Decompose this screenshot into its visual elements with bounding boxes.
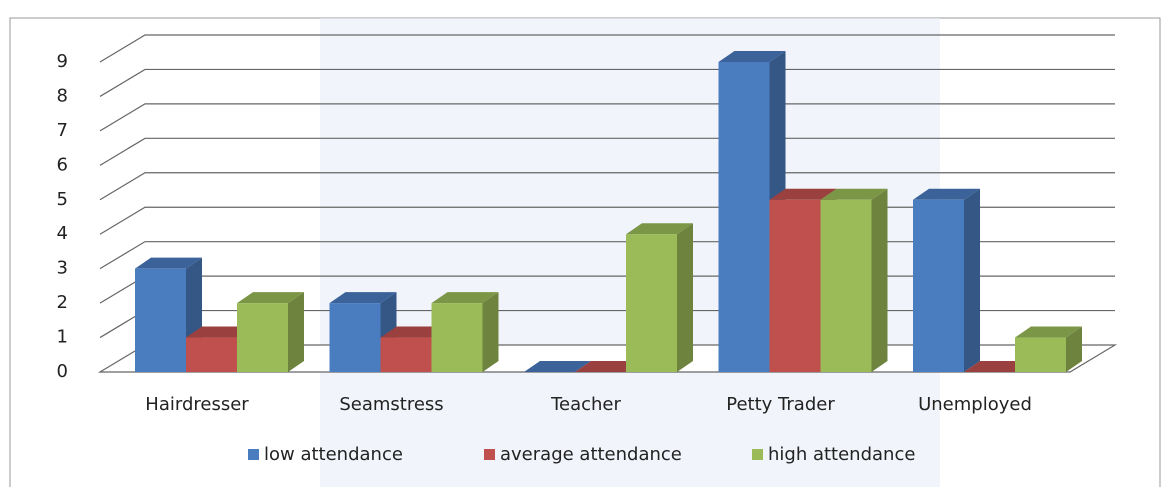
x-tick-label: Seamstress [339,394,443,415]
y-tick-label: 8 [57,85,68,106]
bar-top [431,292,499,304]
legend-swatch [484,449,495,460]
bar [135,268,186,372]
bar [186,337,237,372]
bar-side [1066,326,1082,372]
y-tick-label: 5 [57,189,68,210]
bar-side [871,188,888,372]
bar-top [769,188,837,200]
y-tick-label: 0 [57,361,68,382]
x-tick-label: Petty Trader [726,394,835,415]
bar-top [329,292,397,304]
x-tick-label: Teacher [550,394,621,415]
bar-top [718,51,786,62]
bar [820,199,872,372]
grid-line [99,68,1115,97]
bar-side [964,188,980,372]
bar [769,199,821,372]
y-tick-label: 6 [57,154,68,175]
bar-top [626,223,693,235]
x-tick-label: Unemployed [918,394,1032,415]
y-tick-label: 1 [57,327,68,348]
bar-side [677,223,693,372]
y-tick-label: 4 [57,223,68,244]
y-tick-label: 9 [57,51,68,72]
bar [913,199,964,372]
bar [431,303,483,372]
bar [329,303,381,372]
y-tick-label: 3 [57,258,68,279]
bar-side [482,292,499,372]
bar-top [524,361,591,372]
bar-top [913,188,980,200]
bar-top [820,188,888,200]
bar [718,62,770,372]
bar-top [186,326,253,338]
bar-top [575,361,642,372]
y-tick-label: 7 [57,120,68,141]
legend-swatch [248,449,259,460]
bar-top [964,361,1031,372]
y-tick-label: 2 [57,292,68,313]
grid-line [99,137,1115,166]
bar-top [380,326,448,338]
legend-label: low attendance [264,444,403,465]
grid-line [99,103,1115,132]
bar-top [135,257,202,269]
grid-line [99,34,1115,63]
bar [626,234,677,372]
grid-line [99,172,1115,201]
bar-side [288,292,304,372]
bar-top [1015,326,1082,338]
bar [1015,337,1066,372]
bar [237,303,288,372]
legend-swatch [752,449,763,460]
bar-top [237,292,304,304]
legend-label: high attendance [768,444,915,465]
bar [380,337,432,372]
legend-label: average attendance [500,444,682,465]
x-tick-label: Hairdresser [145,394,249,415]
